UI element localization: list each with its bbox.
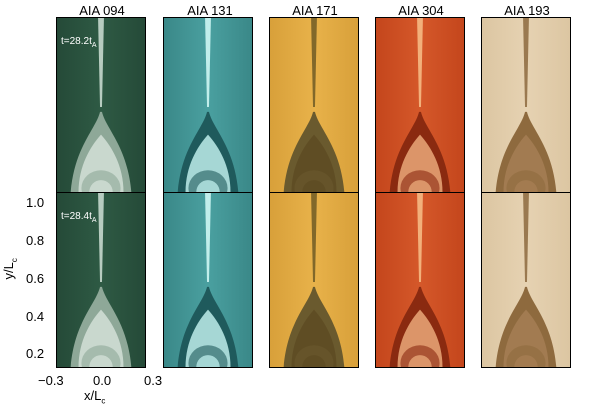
simulation-image (57, 193, 145, 367)
column-title-aia-193: AIA 193 (504, 3, 550, 18)
image-panel (375, 17, 465, 193)
y-tick: 0.4 (26, 309, 45, 324)
image-panel: t=28.2tA (56, 17, 146, 193)
image-panel (375, 192, 465, 368)
image-panel (269, 192, 359, 368)
column-title-aia-171: AIA 171 (292, 3, 338, 18)
x-tick: −0.3 (38, 373, 64, 388)
y-axis-label: y/Lc (1, 258, 19, 280)
image-panel (163, 192, 253, 368)
image-panel (163, 17, 253, 193)
x-axis-label: x/Lc (84, 388, 106, 406)
time-label: t=28.2tA (61, 36, 97, 49)
simulation-image (270, 193, 358, 367)
image-panel (481, 17, 571, 193)
simulation-image (376, 193, 464, 367)
y-tick: 0.2 (26, 346, 45, 361)
simulation-image (376, 18, 464, 192)
simulation-image (164, 18, 252, 192)
y-tick: 0.8 (26, 233, 45, 248)
column-title-aia-131: AIA 131 (187, 3, 233, 18)
image-panel (269, 17, 359, 193)
x-tick: 0.3 (144, 373, 163, 388)
simulation-image (57, 18, 145, 192)
simulation-image (482, 18, 570, 192)
column-title-aia-304: AIA 304 (398, 3, 444, 18)
y-tick: 0.6 (26, 271, 45, 286)
simulation-image (270, 18, 358, 192)
simulation-image (164, 193, 252, 367)
column-title-aia-094: AIA 094 (79, 3, 125, 18)
image-panel (481, 192, 571, 368)
simulation-image (482, 193, 570, 367)
time-label: t=28.4tA (61, 211, 97, 224)
x-tick: 0.0 (93, 373, 112, 388)
image-panel: t=28.4tA (56, 192, 146, 368)
y-tick: 1.0 (26, 195, 45, 210)
